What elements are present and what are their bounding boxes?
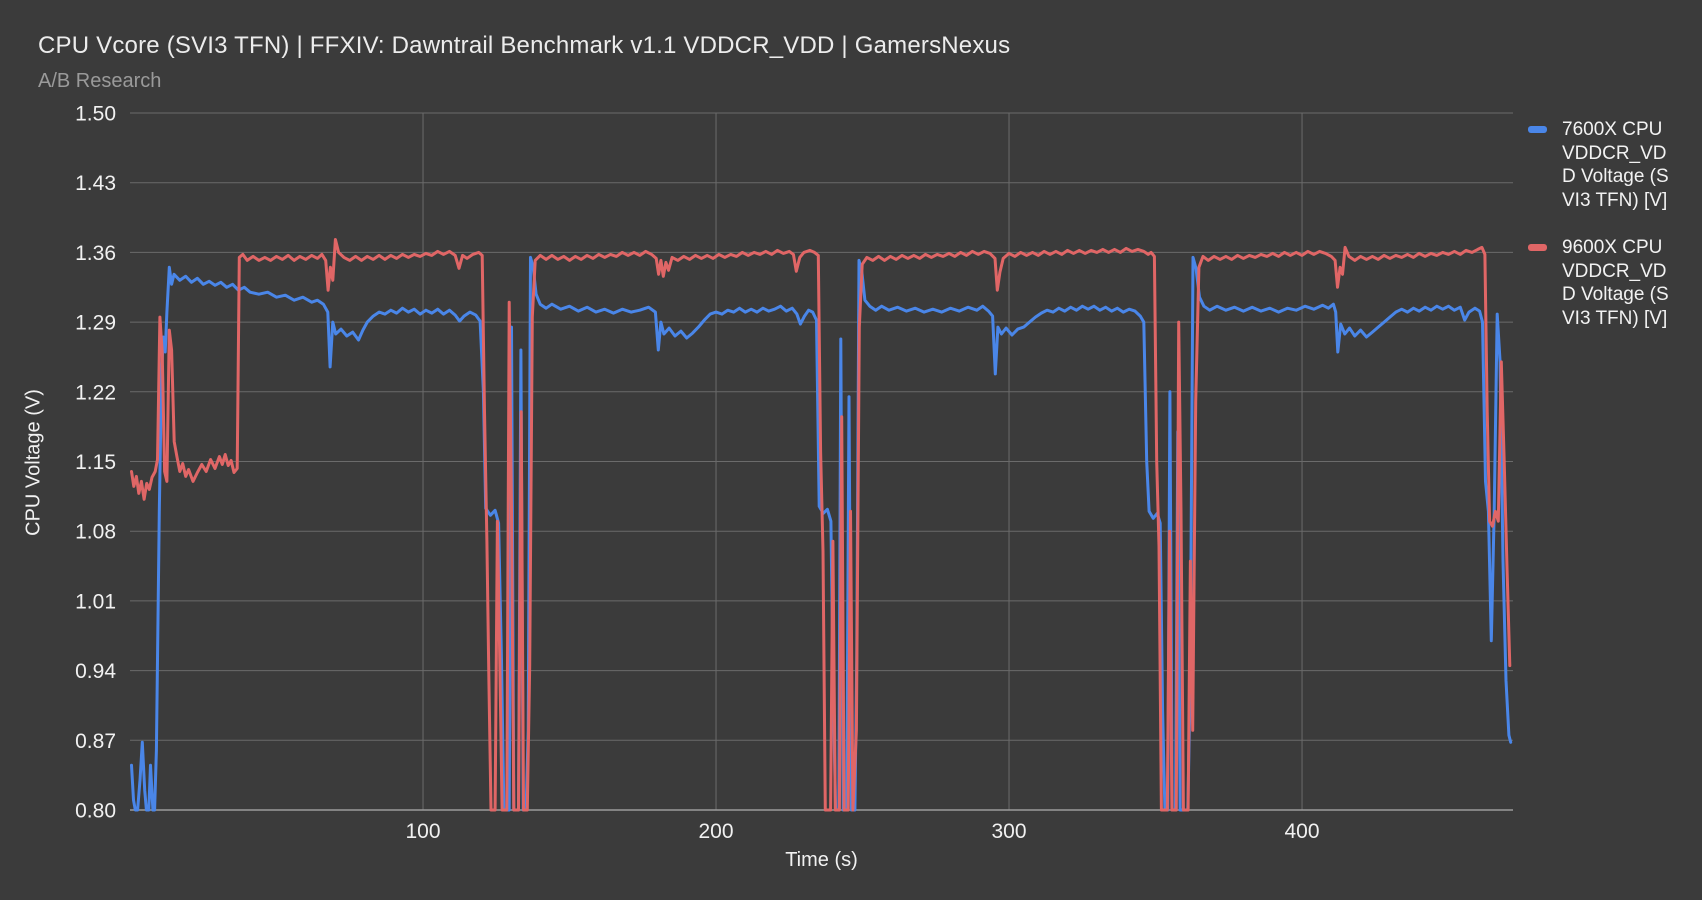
x-axis-title: Time (s) — [785, 849, 858, 871]
legend-label: 9600X CPU VDDCR_VDD Voltage (SVI3 TFN) [… — [1562, 237, 1669, 329]
y-tick-label: 1.22 — [75, 381, 116, 404]
y-tick-label: 1.08 — [75, 521, 116, 544]
y-tick-label: 1.50 — [75, 103, 116, 126]
series-line-9600x — [130, 238, 1512, 812]
x-tick-label: 200 — [698, 820, 733, 843]
y-tick-label: 1.15 — [75, 451, 116, 474]
x-tick-label: 400 — [1285, 820, 1320, 843]
y-tick-label: 0.87 — [75, 730, 116, 753]
series-line-7600x — [130, 255, 1513, 812]
y-tick-label: 0.94 — [75, 660, 116, 683]
y-tick-label: 1.01 — [75, 590, 116, 613]
y-tick-label: 1.36 — [75, 242, 116, 265]
legend-swatch-icon — [1528, 126, 1547, 133]
legend-item-7600x[interactable]: 7600X CPU VDDCR_VDD Voltage (SVI3 TFN) [… — [1528, 118, 1698, 212]
legend: 7600X CPU VDDCR_VDD Voltage (SVI3 TFN) [… — [1528, 118, 1698, 354]
chart-subtitle: A/B Research — [38, 70, 162, 92]
y-tick-label: 1.29 — [75, 312, 116, 335]
y-tick-label: 1.43 — [75, 172, 116, 195]
x-tick-label: 300 — [992, 820, 1027, 843]
legend-swatch-icon — [1528, 244, 1547, 251]
x-tick-label: 100 — [405, 820, 440, 843]
y-axis-title: CPU Voltage (V) — [22, 389, 45, 536]
legend-label: 7600X CPU VDDCR_VDD Voltage (SVI3 TFN) [… — [1562, 119, 1669, 211]
chart-title: CPU Vcore (SVI3 TFN) | FFXIV: Dawntrail … — [38, 32, 1011, 59]
y-tick-label: 0.80 — [75, 800, 116, 823]
legend-item-9600x[interactable]: 9600X CPU VDDCR_VDD Voltage (SVI3 TFN) [… — [1528, 236, 1698, 330]
